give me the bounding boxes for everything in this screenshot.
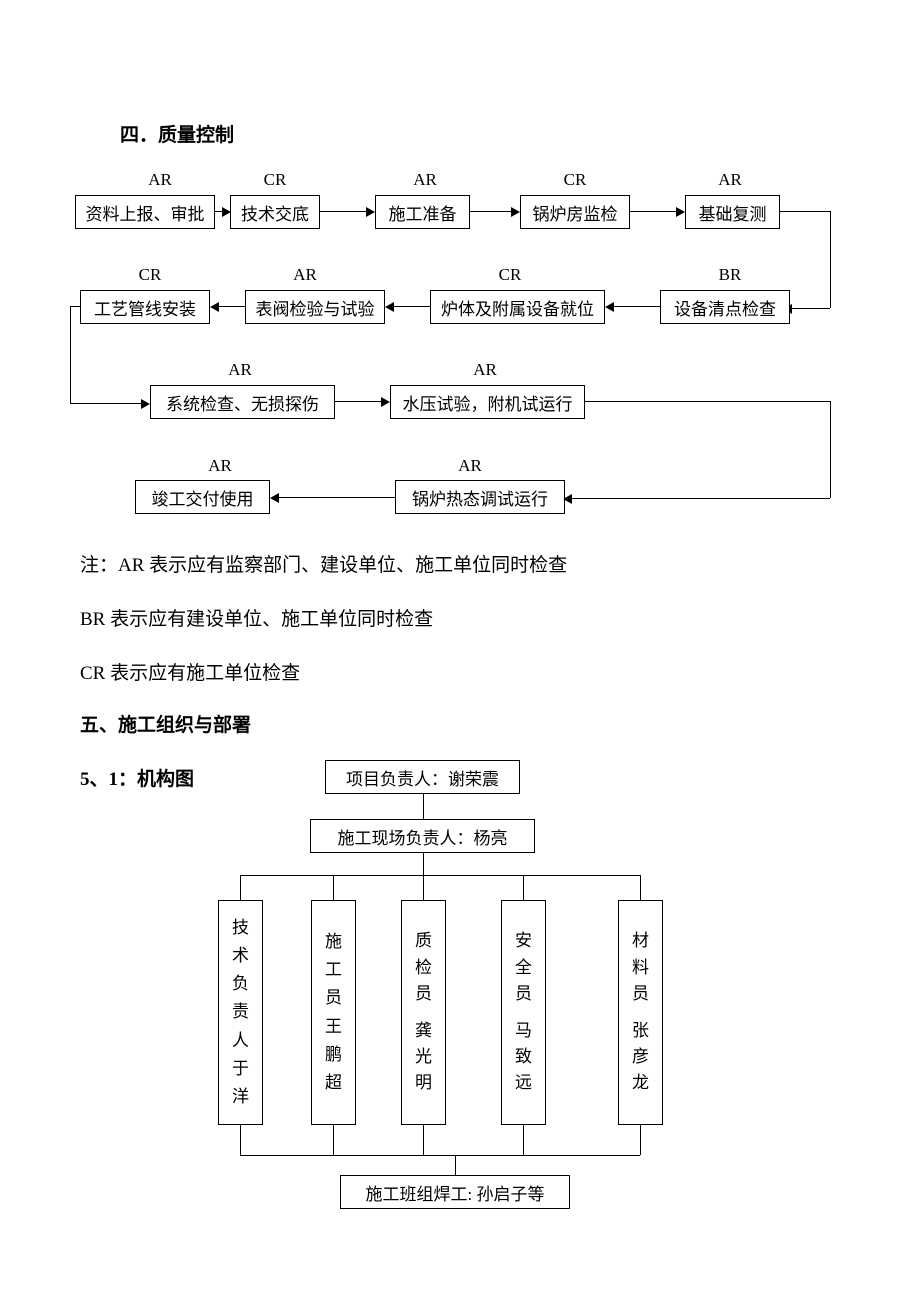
flow-node-pipe-install: 工艺管线安装 [80, 290, 210, 324]
flow-node-equip-check: 设备清点检查 [660, 290, 790, 324]
org-node-qc: 质检员龚光明 [401, 900, 446, 1125]
flow-tag: AR [395, 170, 455, 190]
section-heading-quality: 四．质量控制 [120, 120, 234, 147]
flow-node-complete: 竣工交付使用 [135, 480, 270, 514]
flow-tag: AR [440, 456, 500, 476]
arrowhead-icon [605, 302, 614, 312]
flow-tag: AR [700, 170, 760, 190]
flow-node-tech: 技术交底 [230, 195, 320, 229]
flow-tag: AR [130, 170, 190, 190]
flow-tag: AR [455, 360, 515, 380]
flow-node-syscheck: 系统检查、无损探伤 [150, 385, 335, 419]
flow-tag: CR [545, 170, 605, 190]
flow-tag: AR [190, 456, 250, 476]
flow-tag: CR [480, 265, 540, 285]
flow-node-valve-test: 表阀检验与试验 [245, 290, 385, 324]
section-heading-org: 五、施工组织与部署 [80, 710, 251, 737]
notes-line2: BR 表示应有建设单位、施工单位同时检查 [80, 602, 433, 638]
notes-line3: CR 表示应有施工单位检查 [80, 656, 300, 692]
org-node-welding-team: 施工班组焊工: 孙启子等 [340, 1175, 570, 1209]
arrowhead-icon [141, 399, 150, 409]
flow-node-hydro: 水压试验，附机试运行 [390, 385, 585, 419]
org-node-safety: 安全员马致远 [501, 900, 546, 1125]
arrowhead-icon [676, 207, 685, 217]
flow-tag: BR [700, 265, 760, 285]
flow-node-boiler-check: 锅炉房监检 [520, 195, 630, 229]
flow-node-submit: 资料上报、审批 [75, 195, 215, 229]
org-node-project-lead: 项目负责人：谢荣震 [325, 760, 520, 794]
arrowhead-icon [222, 207, 231, 217]
notes-prefix: 注： [80, 555, 118, 576]
arrowhead-icon [210, 302, 219, 312]
arrowhead-icon [270, 493, 279, 503]
flow-tag: AR [210, 360, 270, 380]
flow-node-furnace: 炉体及附属设备就位 [430, 290, 605, 324]
arrowhead-icon [385, 302, 394, 312]
org-node-constructor: 施工员王鹏超 [311, 900, 356, 1125]
arrowhead-icon [366, 207, 375, 217]
flow-tag: AR [275, 265, 335, 285]
flow-tag: CR [120, 265, 180, 285]
notes-line1: 注：AR 表示应有监察部门、建设单位、施工单位同时检查 [80, 548, 567, 584]
flow-node-hot-test: 锅炉热态调试运行 [395, 480, 565, 514]
flow-node-prep: 施工准备 [375, 195, 470, 229]
arrowhead-icon [381, 397, 390, 407]
document-page: { "heading_quality": "四．质量控制", "flowchar… [0, 0, 920, 1302]
notes-text: AR 表示应有监察部门、建设单位、施工单位同时检查 [118, 555, 567, 576]
org-node-material: 材料员张彦龙 [618, 900, 663, 1125]
org-role: 技 [232, 914, 249, 942]
flow-tag: CR [245, 170, 305, 190]
flow-node-foundation: 基础复测 [685, 195, 780, 229]
section-heading-org-sub: 5、1：机构图 [80, 764, 194, 791]
org-node-tech-lead: 技术负责人于洋 [218, 900, 263, 1125]
arrowhead-icon [511, 207, 520, 217]
org-node-site-lead: 施工现场负责人：杨亮 [310, 819, 535, 853]
